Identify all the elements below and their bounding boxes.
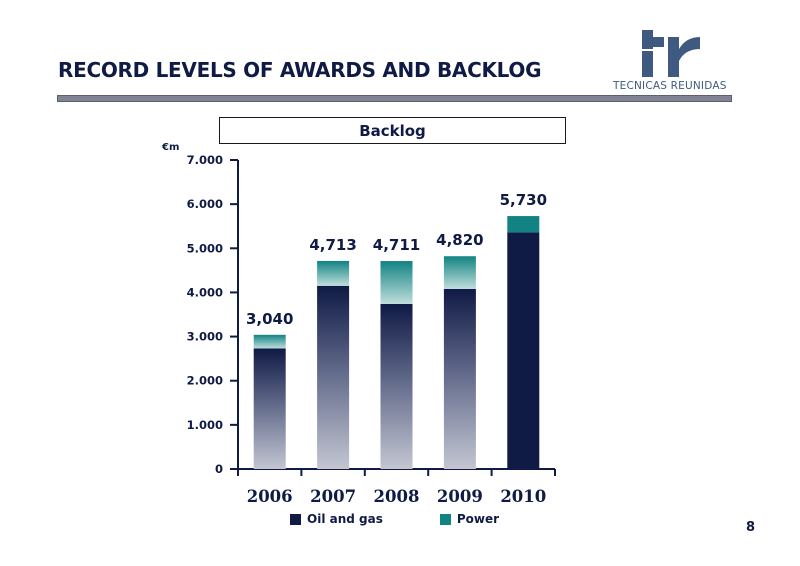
y-tick-label: 2.000 — [187, 374, 223, 388]
y-tick-label: 4.000 — [187, 285, 223, 299]
legend-swatch-oil-and-gas — [290, 513, 301, 525]
x-category-label: 2010 — [500, 487, 546, 506]
bar-oil-and-gas — [253, 348, 286, 469]
x-category-label: 2008 — [374, 487, 420, 506]
chart-legend: Oil and gas Power — [290, 512, 499, 526]
bar-oil-and-gas — [380, 303, 413, 469]
bar-oil-and-gas — [317, 285, 350, 469]
bar-total-label: 4,711 — [373, 236, 420, 254]
tecnicas-reunidas-logo — [642, 30, 700, 77]
bar-total-label: 5,730 — [500, 191, 547, 209]
y-tick-label: 6.000 — [187, 197, 223, 211]
page-number: 8 — [746, 520, 756, 535]
y-axis-unit: €m — [162, 142, 180, 153]
x-category-label: 2006 — [247, 487, 293, 506]
title-rule — [57, 95, 732, 102]
bar-power — [380, 261, 413, 304]
legend-swatch-power — [439, 513, 451, 525]
legend-label-oil-and-gas: Oil and gas — [307, 512, 383, 526]
bar-power — [317, 260, 350, 286]
legend-label-power: Power — [456, 512, 500, 526]
y-tick-label: 7.000 — [187, 153, 223, 167]
y-tick-label: 3.000 — [187, 330, 223, 344]
y-tick-label: 1.000 — [187, 418, 223, 432]
bar-power — [507, 216, 540, 233]
y-tick-label: 5.000 — [187, 241, 223, 255]
bar-total-label: 4,820 — [436, 231, 483, 249]
bar-power — [443, 256, 476, 289]
slide-title: RECORD LEVELS OF AWARDS AND BACKLOG — [58, 58, 542, 82]
logo-wordmark: TECNICAS REUNIDAS — [613, 80, 727, 92]
bar-power — [253, 334, 286, 349]
bar-oil-and-gas — [507, 232, 540, 469]
x-category-label: 2007 — [310, 487, 356, 506]
bar-total-label: 3,040 — [246, 310, 293, 328]
chart-title: Backlog — [219, 117, 566, 144]
y-tick-label: 0 — [215, 462, 223, 476]
bar-oil-and-gas — [443, 288, 476, 469]
bar-total-label: 4,713 — [309, 236, 356, 254]
x-category-label: 2009 — [437, 487, 483, 506]
